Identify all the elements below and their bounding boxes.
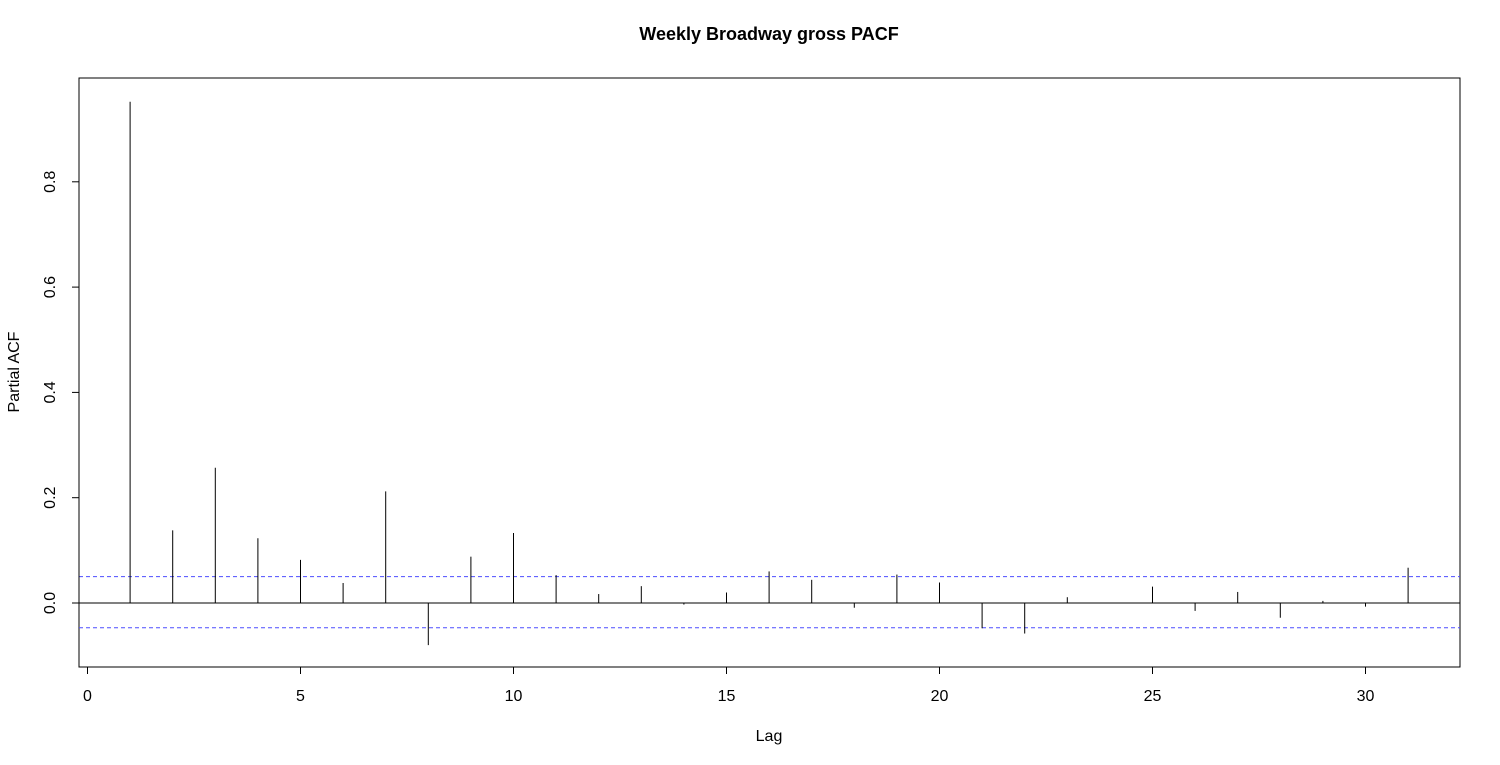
y-axis: 0.0 0.2 0.4 0.6 0.8 <box>42 171 80 614</box>
pacf-bars <box>129 101 1409 646</box>
chart-title: Weekly Broadway gross PACF <box>639 24 898 44</box>
y-tick-label: 0.2 <box>42 486 59 508</box>
y-tick-label: 0.6 <box>42 276 59 298</box>
x-tick-label: 5 <box>296 688 305 705</box>
x-tick-label: 10 <box>505 688 523 705</box>
x-axis-label: Lag <box>756 728 783 745</box>
x-tick-label: 30 <box>1357 688 1375 705</box>
y-tick-label: 0.0 <box>42 592 59 614</box>
y-axis-label: Partial ACF <box>6 331 23 412</box>
y-tick-label: 0.4 <box>42 381 59 403</box>
x-tick-label: 25 <box>1144 688 1162 705</box>
y-tick-label: 0.8 <box>42 171 59 193</box>
x-tick-label: 15 <box>718 688 736 705</box>
x-axis: 0 5 10 15 20 25 30 <box>83 666 1375 705</box>
confidence-bounds <box>79 576 1460 629</box>
x-tick-label: 20 <box>931 688 949 705</box>
x-tick-label: 0 <box>83 688 92 705</box>
